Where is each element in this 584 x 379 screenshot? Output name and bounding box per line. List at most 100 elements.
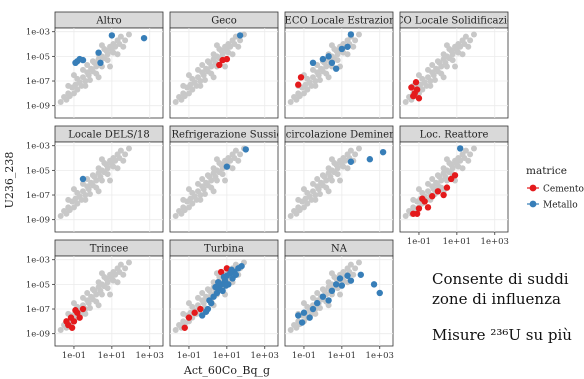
background-point bbox=[467, 151, 474, 158]
data-point-metallo bbox=[213, 289, 221, 297]
background-point bbox=[122, 151, 129, 158]
data-point-cemento bbox=[181, 324, 188, 331]
background-point bbox=[323, 177, 330, 184]
background-point bbox=[180, 82, 187, 89]
background-point bbox=[410, 196, 417, 203]
background-point bbox=[462, 33, 469, 40]
data-point-metallo bbox=[309, 305, 317, 313]
background-point bbox=[415, 186, 422, 193]
background-point bbox=[350, 43, 357, 50]
data-point-cemento bbox=[443, 184, 451, 191]
data-point-cemento bbox=[413, 86, 421, 93]
data-point-cemento bbox=[297, 74, 305, 81]
background-point bbox=[210, 165, 217, 172]
data-point-cemento bbox=[440, 191, 447, 199]
background-point bbox=[194, 66, 201, 73]
data-point-metallo bbox=[72, 59, 79, 67]
y-tick-label: 1e-05 bbox=[26, 280, 50, 290]
background-point bbox=[117, 147, 124, 154]
background-point bbox=[120, 157, 127, 164]
background-point bbox=[325, 302, 332, 309]
facet-panel: ECO Locale Solidificazion bbox=[399, 11, 509, 119]
data-point-metallo bbox=[242, 146, 250, 153]
background-point bbox=[114, 51, 121, 58]
background-point bbox=[104, 171, 111, 178]
background-point bbox=[117, 33, 124, 40]
data-point-metallo bbox=[347, 31, 355, 38]
background-point bbox=[334, 57, 341, 64]
background-point bbox=[427, 78, 434, 85]
background-point bbox=[180, 196, 187, 203]
facet-points bbox=[172, 145, 250, 219]
background-point bbox=[219, 51, 226, 58]
x-tick-label: 1e-01 bbox=[177, 351, 201, 361]
data-point-metallo bbox=[309, 59, 317, 67]
facet-points bbox=[402, 31, 477, 105]
background-point bbox=[189, 200, 196, 207]
background-point bbox=[82, 192, 89, 199]
background-point bbox=[107, 177, 114, 184]
background-point bbox=[197, 196, 204, 203]
legend-title: matrice bbox=[526, 165, 567, 177]
background-point bbox=[337, 177, 344, 184]
background-point bbox=[309, 66, 316, 73]
background-point bbox=[107, 291, 114, 298]
facet-panel: GECO Locale Estrazione bbox=[284, 11, 394, 119]
data-point-cemento bbox=[197, 305, 204, 313]
data-point-metallo bbox=[347, 158, 355, 165]
data-point-metallo bbox=[319, 293, 327, 300]
data-point-cemento bbox=[76, 314, 83, 321]
background-point bbox=[325, 188, 332, 195]
background-point bbox=[434, 58, 441, 65]
facet-background bbox=[54, 27, 164, 119]
background-point bbox=[325, 279, 332, 286]
data-point-metallo bbox=[338, 45, 346, 53]
y-axis-title: U236_238 bbox=[3, 152, 16, 209]
background-point bbox=[325, 165, 332, 172]
side-text-line-3: Misure ²³⁶U su più bbox=[432, 326, 572, 344]
background-point bbox=[328, 156, 335, 163]
background-point bbox=[295, 196, 302, 203]
background-point bbox=[84, 289, 91, 296]
background-point bbox=[79, 66, 86, 73]
background-point bbox=[222, 177, 229, 184]
data-point-cemento bbox=[70, 318, 78, 325]
background-point bbox=[200, 186, 207, 193]
background-point bbox=[312, 82, 319, 89]
data-point-cemento bbox=[295, 81, 302, 88]
background-point bbox=[95, 165, 102, 172]
background-point bbox=[325, 74, 332, 81]
data-point-metallo bbox=[344, 272, 351, 279]
facet-background bbox=[54, 255, 164, 347]
background-point bbox=[200, 72, 207, 79]
data-point-metallo bbox=[97, 59, 104, 67]
background-point bbox=[443, 42, 450, 49]
background-point bbox=[89, 286, 96, 293]
legend: matrice Cemento Metallo bbox=[526, 165, 584, 211]
y-tick-label: 1e-07 bbox=[26, 77, 50, 87]
x-tick-label: 1e+01 bbox=[213, 351, 241, 361]
background-point bbox=[200, 300, 207, 307]
background-point bbox=[204, 286, 211, 293]
background-point bbox=[465, 157, 472, 164]
background-point bbox=[287, 98, 294, 105]
facet-points bbox=[287, 31, 362, 105]
background-point bbox=[334, 171, 341, 178]
x-axis-title: Act_60Co_Bq_g bbox=[183, 364, 270, 377]
data-point-metallo bbox=[219, 287, 226, 295]
background-point bbox=[65, 82, 72, 89]
facet-background bbox=[284, 255, 394, 347]
background-point bbox=[98, 177, 105, 184]
data-point-cemento bbox=[415, 95, 423, 102]
data-point-metallo bbox=[220, 273, 228, 281]
background-point bbox=[222, 63, 229, 70]
background-point bbox=[235, 43, 242, 50]
data-point-metallo bbox=[222, 282, 230, 289]
background-point bbox=[82, 78, 89, 85]
facet-panel: Loc. Reattore 1e-01 1e+01 1e+03 bbox=[399, 125, 509, 247]
background-point bbox=[74, 200, 81, 207]
legend-key-metallo bbox=[529, 200, 537, 208]
y-tick-label: 1e-03 bbox=[26, 256, 50, 266]
background-point bbox=[350, 271, 357, 278]
